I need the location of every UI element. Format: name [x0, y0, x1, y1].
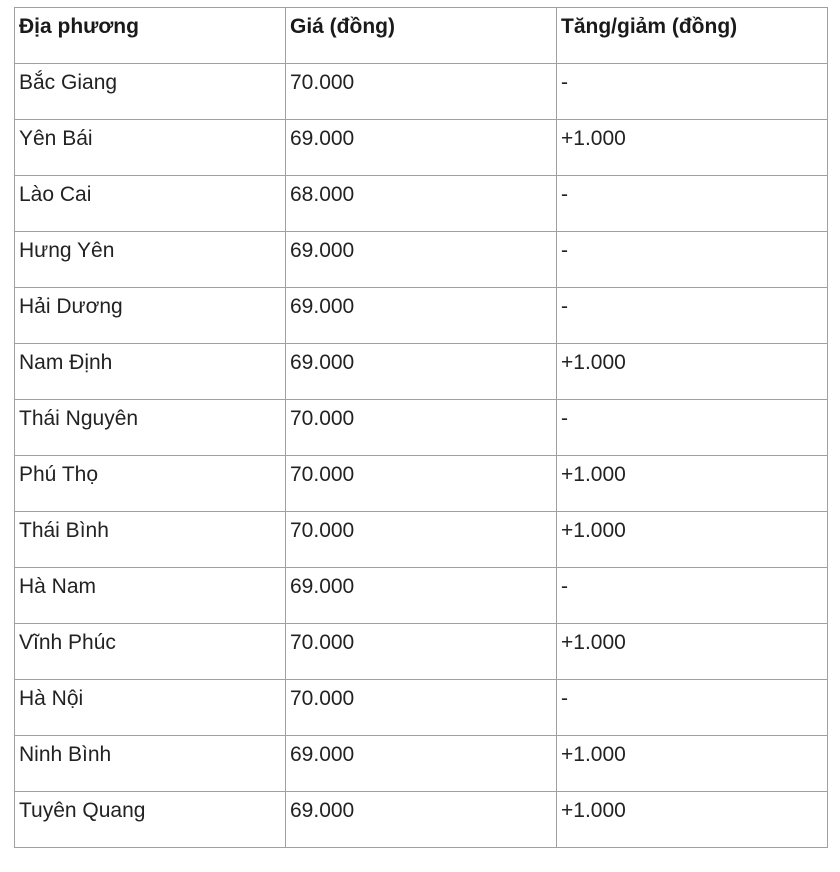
cell-change: +1.000 — [556, 791, 828, 848]
table-row: Thái Nguyên 70.000- — [14, 399, 828, 456]
header-locality: Địa phương — [14, 7, 286, 64]
cell-price: 69.000 — [285, 567, 557, 624]
cell-change: - — [556, 679, 828, 736]
cell-locality: Vĩnh Phúc — [14, 623, 286, 680]
cell-price: 69.000 — [285, 287, 557, 344]
cell-change: - — [556, 175, 828, 232]
cell-locality: Tuyên Quang — [14, 791, 286, 848]
cell-price: 70.000 — [285, 63, 557, 120]
cell-price: 69.000 — [285, 119, 557, 176]
cell-price: 69.000 — [285, 231, 557, 288]
cell-locality: Hà Nam — [14, 567, 286, 624]
cell-locality: Phú Thọ — [14, 455, 286, 512]
cell-change: +1.000 — [556, 119, 828, 176]
cell-change: +1.000 — [556, 623, 828, 680]
table-row: Phú Thọ 70.000 +1.000 — [14, 455, 828, 512]
cell-price: 68.000 — [285, 175, 557, 232]
cell-change: - — [556, 287, 828, 344]
cell-locality: Thái Bình — [14, 511, 286, 568]
header-row: Địa phương Giá (đồng) Tăng/giảm (đồng) — [14, 7, 828, 64]
cell-locality: Hải Dương — [14, 287, 286, 344]
cell-price: 69.000 — [285, 791, 557, 848]
cell-price: 70.000 — [285, 399, 557, 456]
cell-change: - — [556, 399, 828, 456]
table-row: Thái Bình 70.000 +1.000 — [14, 511, 828, 568]
cell-price: 70.000 — [285, 511, 557, 568]
cell-locality: Yên Bái — [14, 119, 286, 176]
cell-price: 70.000 — [285, 623, 557, 680]
cell-price: 69.000 — [285, 343, 557, 400]
cell-locality: Hưng Yên — [14, 231, 286, 288]
table-row: Lào Cai 68.000- — [14, 175, 828, 232]
cell-price: 70.000 — [285, 679, 557, 736]
cell-change: - — [556, 231, 828, 288]
price-table: Địa phương Giá (đồng) Tăng/giảm (đồng) B… — [14, 7, 828, 848]
cell-change: +1.000 — [556, 455, 828, 512]
cell-locality: Bắc Giang — [14, 63, 286, 120]
table-row: Hà Nam 69.000- — [14, 567, 828, 624]
cell-change: +1.000 — [556, 511, 828, 568]
table-row: Tuyên Quang 69.000 +1.000 — [14, 791, 828, 848]
cell-price: 69.000 — [285, 735, 557, 792]
cell-change: +1.000 — [556, 343, 828, 400]
cell-locality: Ninh Bình — [14, 735, 286, 792]
header-price: Giá (đồng) — [285, 7, 557, 64]
cell-locality: Lào Cai — [14, 175, 286, 232]
cell-locality: Nam Định — [14, 343, 286, 400]
cell-change: - — [556, 63, 828, 120]
table-row: Bắc Giang 70.000- — [14, 63, 828, 120]
table-row: Ninh Bình 69.000 +1.000 — [14, 735, 828, 792]
table-row: Hà Nội 70.000- — [14, 679, 828, 736]
table-row: Vĩnh Phúc 70.000 +1.000 — [14, 623, 828, 680]
header-change: Tăng/giảm (đồng) — [556, 7, 828, 64]
table-row: Yên Bái 69.000 +1.000 — [14, 119, 828, 176]
table-row: Hải Dương 69.000- — [14, 287, 828, 344]
table-row: Nam Định 69.000 +1.000 — [14, 343, 828, 400]
cell-change: - — [556, 567, 828, 624]
cell-change: +1.000 — [556, 735, 828, 792]
table-row: Hưng Yên 69.000- — [14, 231, 828, 288]
cell-locality: Thái Nguyên — [14, 399, 286, 456]
cell-price: 70.000 — [285, 455, 557, 512]
cell-locality: Hà Nội — [14, 679, 286, 736]
